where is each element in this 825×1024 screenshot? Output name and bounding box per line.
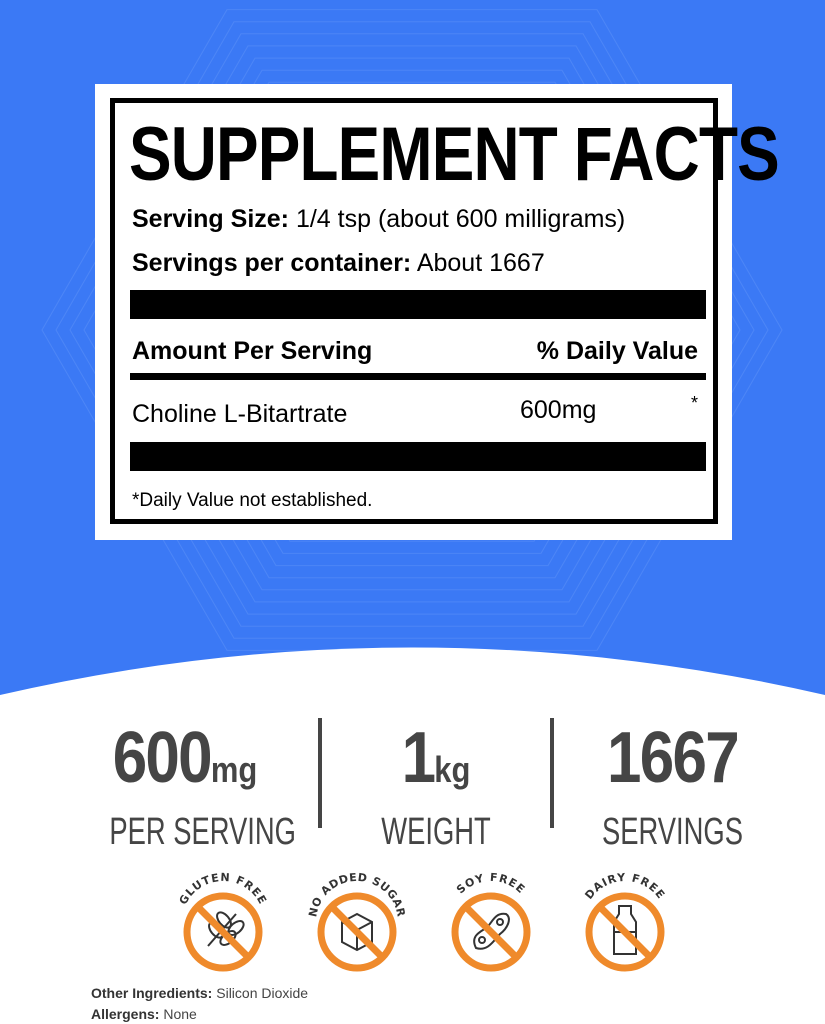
footnote: *Daily Value not established.	[132, 490, 373, 511]
stat-value: 1	[401, 718, 436, 798]
stat-unit: kg	[434, 749, 471, 790]
allergens-value: None	[163, 1006, 197, 1022]
servings-per-container: Servings per container: About 1667	[132, 249, 545, 278]
serving-size-value: 1/4 tsp (about 600 milligrams)	[295, 205, 626, 233]
stat-label: PER SERVING	[109, 811, 296, 853]
ingredient-dv: *	[690, 393, 698, 413]
wheat-icon	[207, 911, 245, 947]
ingredient-amount: 600mg	[520, 396, 597, 424]
facts-title: SUPPLEMENT FACTS	[129, 112, 780, 197]
gluten-free-badge: GLUTEN FREE	[177, 871, 270, 972]
divider-bar	[130, 290, 706, 319]
amount-header: Amount Per Serving	[132, 337, 373, 365]
stat-weight: 1kg WEIGHT	[336, 718, 536, 852]
svg-text:GLUTEN FREE: GLUTEN FREE	[177, 871, 270, 907]
other-ingredients: Other Ingredients: Silicon Dioxide	[91, 985, 308, 1001]
dairy-free-badge: DAIRY FREE	[582, 871, 667, 972]
allergens: Allergens: None	[91, 1006, 197, 1022]
prohibited-icon	[585, 892, 665, 972]
stat-servings: 1667 SERVINGS	[570, 718, 775, 852]
hexagon-line	[41, 9, 783, 651]
stat-per-serving: 600mg PER SERVING	[80, 718, 296, 853]
hexagon-line	[83, 45, 741, 615]
stat-value: 600	[112, 718, 213, 798]
stat-label: SERVINGS	[602, 811, 743, 853]
allergens-label: Allergens:	[91, 1006, 160, 1022]
stat-divider	[550, 718, 554, 828]
stat-label: WEIGHT	[381, 811, 491, 853]
serving-size-label: Serving Size:	[132, 205, 289, 233]
badge-label: GLUTEN FREE	[177, 871, 269, 907]
prohibited-icon	[183, 892, 263, 972]
soy-free-badge: SOY FREE	[451, 871, 531, 972]
dv-header: % Daily Value	[536, 337, 698, 365]
supplement-facts-label: SUPPLEMENT FACTS Serving Size: 1/4 tsp (…	[95, 84, 780, 540]
other-ingredients-value: Silicon Dioxide	[216, 985, 309, 1001]
servings-value: About 1667	[416, 249, 545, 277]
servings-label: Servings per container:	[132, 249, 412, 277]
other-ingredients-label: Other Ingredients:	[91, 985, 213, 1001]
serving-size: Serving Size: 1/4 tsp (about 600 milligr…	[132, 205, 625, 234]
stat-unit: mg	[210, 749, 258, 790]
prohibited-icon	[451, 892, 531, 972]
ingredient-name: Choline L-Bitartrate	[132, 400, 348, 428]
facts-panel: SUPPLEMENT FACTS Serving Size: 1/4 tsp (…	[110, 98, 780, 524]
no-added-sugar-badge: NO ADDED SUGAR	[306, 871, 407, 972]
hexagon-line	[55, 21, 769, 639]
prohibited-icon	[317, 892, 397, 972]
divider-rule	[130, 373, 706, 380]
stat-divider	[318, 718, 322, 828]
stat-value: 1667	[607, 718, 740, 798]
divider-bar	[130, 442, 706, 471]
hexagon-line	[69, 33, 755, 627]
